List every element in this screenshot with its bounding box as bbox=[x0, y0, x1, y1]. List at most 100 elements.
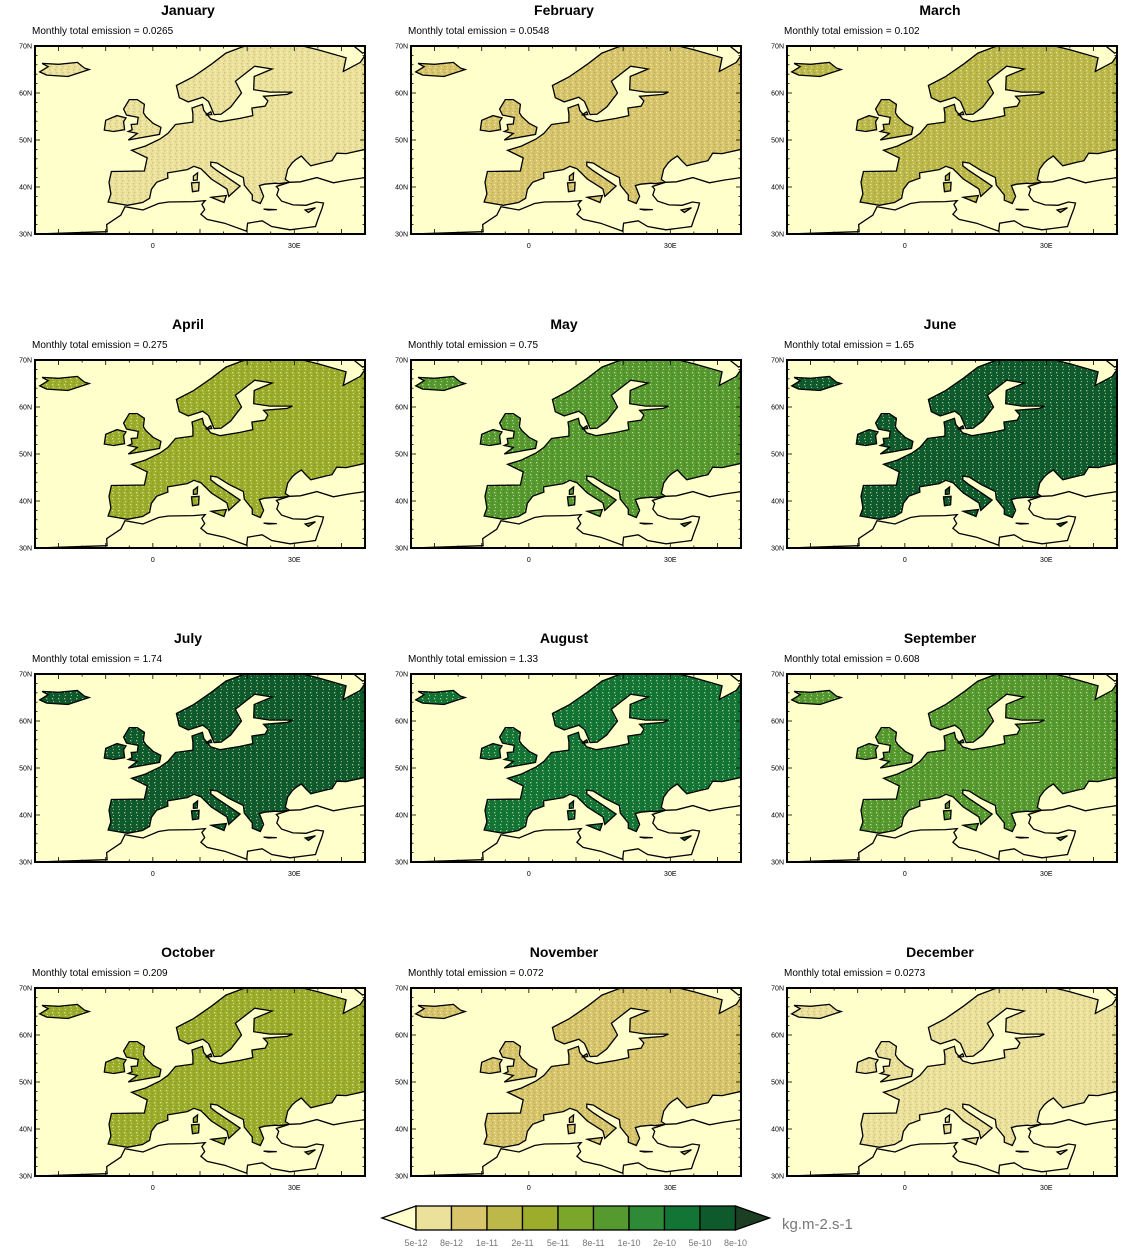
lat-label: 30N bbox=[771, 860, 784, 867]
lon-label: 30E bbox=[1040, 1185, 1053, 1192]
lat-label: 70N bbox=[395, 44, 408, 51]
land-layer bbox=[787, 360, 1117, 548]
land-area bbox=[107, 46, 365, 206]
land-area bbox=[1015, 208, 1029, 211]
lat-label: 70N bbox=[771, 986, 784, 993]
lat-label: 40N bbox=[395, 499, 408, 506]
colorbar-tick-label: 8e-12 bbox=[440, 1238, 463, 1248]
colorbar-box bbox=[450, 1205, 488, 1231]
lat-label: 70N bbox=[19, 44, 32, 51]
map-panel-may: May Monthly total emission = 0.75 70N 60N 50N… bbox=[376, 314, 752, 614]
land-area bbox=[942, 181, 952, 193]
land-area bbox=[855, 742, 880, 761]
panel-subtitle: Monthly total emission = 0.0265 bbox=[32, 26, 173, 37]
lat-label: 60N bbox=[771, 719, 784, 726]
subtitle-prefix: Monthly total emission = bbox=[784, 968, 892, 979]
land-area bbox=[960, 1136, 980, 1146]
land-area bbox=[584, 1136, 604, 1146]
map-panel-january: January Monthly total emission = 0.0265 70N… bbox=[0, 0, 376, 300]
map-panel-october: October Monthly total emission = 0.209 70N 6… bbox=[0, 942, 376, 1242]
panel-title: November bbox=[529, 944, 599, 960]
land-area bbox=[942, 495, 952, 507]
lat-label: 70N bbox=[19, 358, 32, 365]
colorbar-box bbox=[699, 1205, 737, 1231]
land-area bbox=[103, 428, 128, 447]
lat-label: 60N bbox=[19, 91, 32, 98]
southern-coastline bbox=[787, 176, 1117, 234]
lon-label: 30E bbox=[288, 871, 301, 878]
panel-subtitle: Monthly total emission = 0.0273 bbox=[784, 968, 925, 979]
colorbar-box bbox=[592, 1205, 630, 1231]
land-area bbox=[957, 1052, 965, 1058]
map-svg: 70N 60N 50N 40N 30N 0 30E bbox=[395, 44, 742, 250]
land-layer bbox=[787, 988, 1117, 1176]
land-area bbox=[568, 171, 575, 182]
land-area bbox=[942, 1123, 952, 1135]
land-layer bbox=[411, 46, 741, 234]
lon-label: 0 bbox=[151, 243, 155, 250]
map-svg: 70N 60N 50N 40N 30N 0 30E bbox=[395, 358, 742, 564]
land-area bbox=[303, 835, 316, 842]
map-svg: 70N 60N 50N 40N 30N 0 30E bbox=[19, 986, 366, 1192]
southern-coastline bbox=[35, 176, 365, 234]
land-area bbox=[352, 360, 365, 368]
land-area bbox=[960, 822, 980, 832]
land-area bbox=[1104, 46, 1117, 54]
land-area bbox=[205, 738, 213, 744]
panel-title: June bbox=[923, 316, 957, 332]
map-panel-march: March Monthly total emission = 0.102 70N 60N… bbox=[752, 0, 1121, 300]
land-area bbox=[414, 375, 468, 392]
monthly-total-value: 0.0273 bbox=[894, 968, 926, 979]
map-svg: 70N 60N 50N 40N 30N 0 30E bbox=[771, 44, 1118, 250]
panel-title: February bbox=[534, 2, 594, 18]
lon-label: 0 bbox=[527, 1185, 531, 1192]
map-panel-july: July Monthly total emission = 1.74 70N 60N 50… bbox=[0, 628, 376, 928]
land-area bbox=[414, 1003, 468, 1020]
lat-label: 40N bbox=[395, 1127, 408, 1134]
land-area bbox=[498, 98, 538, 141]
map-svg: 70N 60N 50N 40N 30N 0 30E bbox=[771, 672, 1118, 878]
land-area bbox=[584, 508, 604, 518]
land-area bbox=[957, 424, 965, 430]
land-area bbox=[38, 61, 92, 78]
lat-label: 70N bbox=[19, 986, 32, 993]
monthly-total-value: 0.209 bbox=[142, 968, 168, 979]
lat-label: 60N bbox=[19, 405, 32, 412]
map-svg: 70N 60N 50N 40N 30N 0 30E bbox=[395, 672, 742, 878]
land-area bbox=[960, 508, 980, 518]
land-area bbox=[208, 822, 228, 832]
lat-label: 60N bbox=[395, 405, 408, 412]
land-area bbox=[263, 522, 277, 525]
land-area bbox=[728, 674, 741, 682]
lat-label: 50N bbox=[19, 452, 32, 459]
lat-label: 60N bbox=[771, 405, 784, 412]
land-area bbox=[957, 110, 965, 116]
panel-subtitle: Monthly total emission = 0.072 bbox=[408, 968, 544, 979]
land-area bbox=[944, 1113, 951, 1124]
lat-label: 60N bbox=[771, 1033, 784, 1040]
land-area bbox=[566, 495, 576, 507]
land-area bbox=[874, 98, 914, 141]
map-svg: 70N 60N 50N 40N 30N 0 30E bbox=[395, 986, 742, 1192]
land-area bbox=[944, 171, 951, 182]
southern-coastline bbox=[787, 804, 1117, 862]
southern-coastline bbox=[411, 1118, 741, 1176]
land-area bbox=[498, 1040, 538, 1083]
map-panel-november: November Monthly total emission = 0.072 70N… bbox=[376, 942, 752, 1242]
colorbar-high-triangle bbox=[734, 1205, 772, 1231]
land-area bbox=[728, 360, 741, 368]
land-area bbox=[190, 809, 200, 821]
lon-label: 0 bbox=[903, 557, 907, 564]
lon-label: 30E bbox=[1040, 557, 1053, 564]
colorbar-box bbox=[663, 1205, 701, 1231]
subtitle-prefix: Monthly total emission = bbox=[408, 340, 516, 351]
land-area bbox=[679, 521, 692, 528]
lat-label: 60N bbox=[395, 91, 408, 98]
lat-label: 70N bbox=[771, 358, 784, 365]
land-area bbox=[581, 110, 589, 116]
land-layer bbox=[35, 674, 365, 862]
colorbar-units: kg.m-2.s-1 bbox=[782, 1216, 853, 1233]
land-area bbox=[122, 412, 162, 455]
land-layer bbox=[411, 988, 741, 1176]
